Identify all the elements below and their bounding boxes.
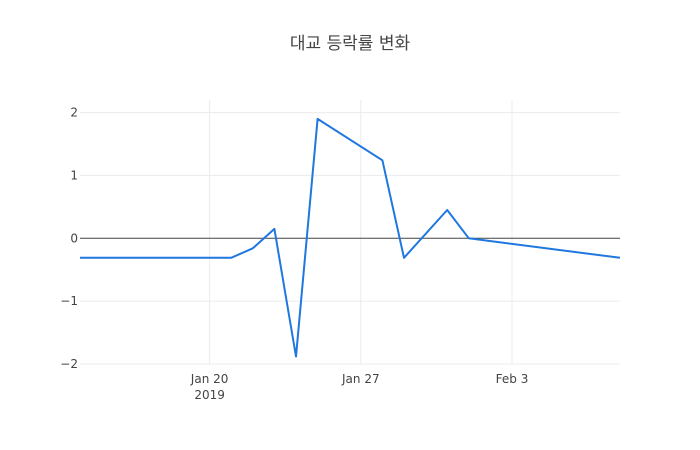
series-line [80, 117, 621, 358]
x-tick-label: Feb 3 [496, 372, 529, 386]
y-tick-label: 1 [70, 168, 78, 182]
y-tick-label: 0 [70, 231, 78, 245]
y-tick-label: −1 [60, 294, 78, 308]
chart-title: 대교 등락률 변화 [290, 34, 411, 54]
x-tick-sublabel: 2019 [194, 388, 225, 402]
series-layer [80, 117, 621, 358]
x-tick-label: Jan 20 [190, 372, 229, 386]
y-tick-label: −2 [60, 357, 78, 371]
grid-layer [80, 100, 620, 365]
x-tick-label: Jan 27 [341, 372, 380, 386]
axis-labels-layer: 2 1 0 −1 −2 Jan 20 2019 Jan 27 Feb 3 [60, 106, 528, 402]
y-tick-label: 2 [70, 106, 78, 120]
